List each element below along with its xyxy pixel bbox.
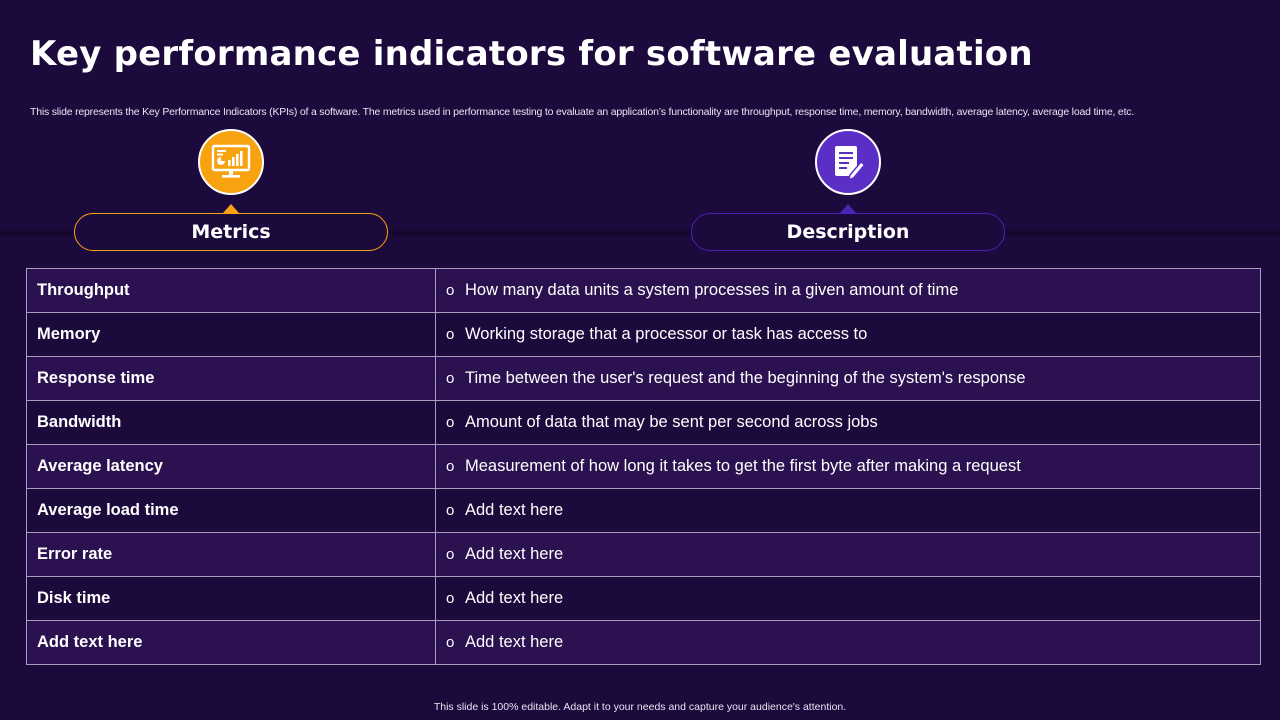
kpi-table: Throughput o How many data units a system… [26, 268, 1261, 665]
bullet-icon: o [446, 502, 455, 519]
table-row: Average load time o Add text here [26, 488, 1261, 533]
description-pointer [840, 204, 856, 213]
page-subtitle: This slide represents the Key Performanc… [30, 106, 1135, 118]
description-text: How many data units a system processes i… [465, 281, 959, 299]
bullet-icon: o [446, 546, 455, 563]
description-cell: o Amount of data that may be sent per sec… [435, 400, 1261, 445]
table-row: Memory o Working storage that a processor… [26, 312, 1261, 357]
table-row: Error rate o Add text here [26, 532, 1261, 577]
table-row: Throughput o How many data units a system… [26, 268, 1261, 313]
table-row: Bandwidth o Amount of data that may be se… [26, 400, 1261, 445]
metrics-header: Metrics [74, 213, 388, 251]
description-cell: o How many data units a system processes … [435, 268, 1261, 313]
table-row: Disk time o Add text here [26, 576, 1261, 621]
bullet-icon: o [446, 326, 455, 343]
metric-cell: Disk time [26, 576, 436, 621]
page-title: Key performance indicators for software … [30, 34, 1033, 74]
metric-cell: Throughput [26, 268, 436, 313]
header-band [0, 229, 1280, 236]
bullet-icon: o [446, 634, 455, 651]
footer-note: This slide is 100% editable. Adapt it to… [433, 701, 847, 713]
metrics-pointer [223, 204, 239, 213]
bullet-icon: o [446, 458, 455, 475]
description-cell: o Add text here [435, 576, 1261, 621]
metric-cell: Response time [26, 356, 436, 401]
description-cell: o Measurement of how long it takes to get… [435, 444, 1261, 489]
metric-cell: Average latency [26, 444, 436, 489]
metric-cell: Add text here [26, 620, 436, 665]
description-text: Add text here [465, 545, 564, 563]
bullet-icon: o [446, 414, 455, 431]
metric-cell: Memory [26, 312, 436, 357]
description-header: Description [691, 213, 1005, 251]
metric-cell: Average load time [26, 488, 436, 533]
document-edit-icon [835, 146, 866, 181]
description-text: Add text here [465, 633, 564, 651]
metrics-icon-badge [198, 129, 264, 195]
description-cell: o Time between the user's request and the… [435, 356, 1261, 401]
description-cell: o Working storage that a processor or tas… [435, 312, 1261, 357]
description-text: Working storage that a processor or task… [465, 325, 868, 343]
table-row: Response time o Time between the user's r… [26, 356, 1261, 401]
metric-cell: Error rate [26, 532, 436, 577]
description-cell: o Add text here [435, 620, 1261, 665]
description-text: Amount of data that may be sent per seco… [465, 413, 878, 431]
description-text: Measurement of how long it takes to get … [465, 457, 1021, 475]
description-cell: o Add text here [435, 488, 1261, 533]
description-text: Time between the user's request and the … [465, 369, 1026, 387]
bullet-icon: o [446, 370, 455, 387]
bullet-icon: o [446, 282, 455, 299]
description-text: Add text here [465, 589, 564, 607]
table-row: Add text here o Add text here [26, 620, 1261, 665]
bullet-icon: o [446, 590, 455, 607]
metric-cell: Bandwidth [26, 400, 436, 445]
analytics-monitor-icon [211, 144, 251, 178]
table-row: Average latency o Measurement of how long… [26, 444, 1261, 489]
description-cell: o Add text here [435, 532, 1261, 577]
description-text: Add text here [465, 501, 564, 519]
description-icon-badge [815, 129, 881, 195]
